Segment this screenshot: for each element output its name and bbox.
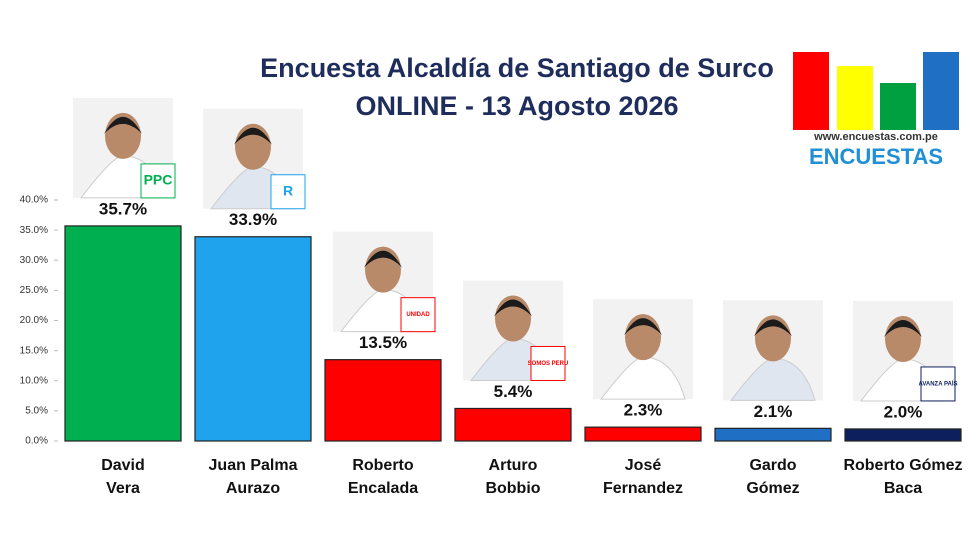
photo-hair	[494, 299, 532, 317]
x-tick-label: Baca	[884, 480, 922, 497]
bar	[64, 225, 182, 442]
logo-name: ENCUESTAS	[809, 144, 943, 169]
party-badge	[920, 366, 956, 402]
candidate-photo	[593, 299, 693, 400]
party-badge	[530, 345, 566, 381]
bar	[454, 407, 572, 442]
candidate-photo: R	[203, 108, 306, 210]
party-label: UNIDAD	[406, 312, 430, 318]
party-label: R	[283, 182, 293, 198]
y-tick-label: 20.0%	[20, 315, 48, 326]
y-tick-label: 15.0%	[20, 345, 48, 356]
x-tick-label: Bobbio	[485, 480, 540, 497]
y-tick-label: 30.0%	[20, 255, 48, 266]
x-tick-label: Roberto	[352, 457, 414, 474]
logo-bar	[793, 52, 829, 130]
value-label: 2.3%	[624, 401, 663, 420]
party-label: SOMOS PERU	[528, 361, 569, 367]
y-tick-label: 35.0%	[20, 225, 48, 236]
x-tick-label: Vera	[106, 480, 140, 497]
x-tick-label: Gómez	[746, 480, 799, 497]
party-badge	[140, 163, 176, 199]
party-label: AVANZA PAÍS	[918, 380, 957, 388]
bar	[324, 359, 442, 442]
candidate-photo: PPC	[73, 97, 176, 199]
party-label: PPC	[144, 172, 173, 188]
x-tick-label: Aurazo	[226, 480, 280, 497]
y-tick-label: 40.0%	[20, 195, 48, 206]
value-label: 35.7%	[99, 199, 147, 218]
photo-hair	[754, 319, 792, 337]
x-tick-label: Roberto Gómez	[843, 457, 962, 474]
logo-url: www.encuestas.com.pe	[813, 131, 938, 143]
value-label: 5.4%	[494, 382, 533, 401]
candidate-photo	[723, 300, 823, 401]
chart-subtitle: ONLINE - 13 Agosto 2026	[355, 91, 678, 121]
logo: www.encuestas.com.pe ENCUESTAS	[793, 52, 959, 169]
party-badge	[400, 297, 436, 333]
logo-bar	[923, 52, 959, 130]
candidate-photo: SOMOS PERU	[463, 280, 569, 381]
x-tick-label: Juan Palma	[209, 457, 298, 474]
y-tick-label: 0.0%	[25, 436, 48, 447]
photo-hair	[364, 250, 402, 268]
x-tick-label: Encalada	[348, 480, 418, 497]
photo-hair	[234, 127, 272, 145]
x-tick-label: David	[101, 457, 145, 474]
photo-hair	[624, 318, 662, 336]
candidate-photo: UNIDAD	[333, 231, 436, 333]
photo-hair	[884, 319, 922, 337]
candidate-photo: AVANZA PAÍS	[853, 300, 958, 402]
photo-hair	[104, 116, 142, 134]
value-label: 13.5%	[359, 333, 407, 352]
value-label: 2.0%	[884, 402, 923, 421]
bar	[844, 428, 962, 442]
y-tick-label: 25.0%	[20, 285, 48, 296]
bar	[584, 426, 702, 442]
chart-title: Encuesta Alcaldía de Santiago de Surco	[260, 53, 774, 83]
x-tick-label: Gardo	[749, 457, 796, 474]
bar	[714, 427, 832, 442]
logo-bar	[837, 66, 873, 130]
y-tick-label: 10.0%	[20, 375, 48, 386]
x-tick-label: Fernandez	[603, 480, 683, 497]
x-tick-label: José	[625, 457, 662, 474]
y-tick-label: 5.0%	[25, 406, 48, 417]
x-tick-label: Arturo	[489, 457, 538, 474]
value-label: 2.1%	[754, 402, 793, 421]
bar	[194, 236, 312, 442]
logo-bar	[880, 83, 916, 130]
value-label: 33.9%	[229, 210, 277, 229]
party-badge	[270, 174, 306, 210]
